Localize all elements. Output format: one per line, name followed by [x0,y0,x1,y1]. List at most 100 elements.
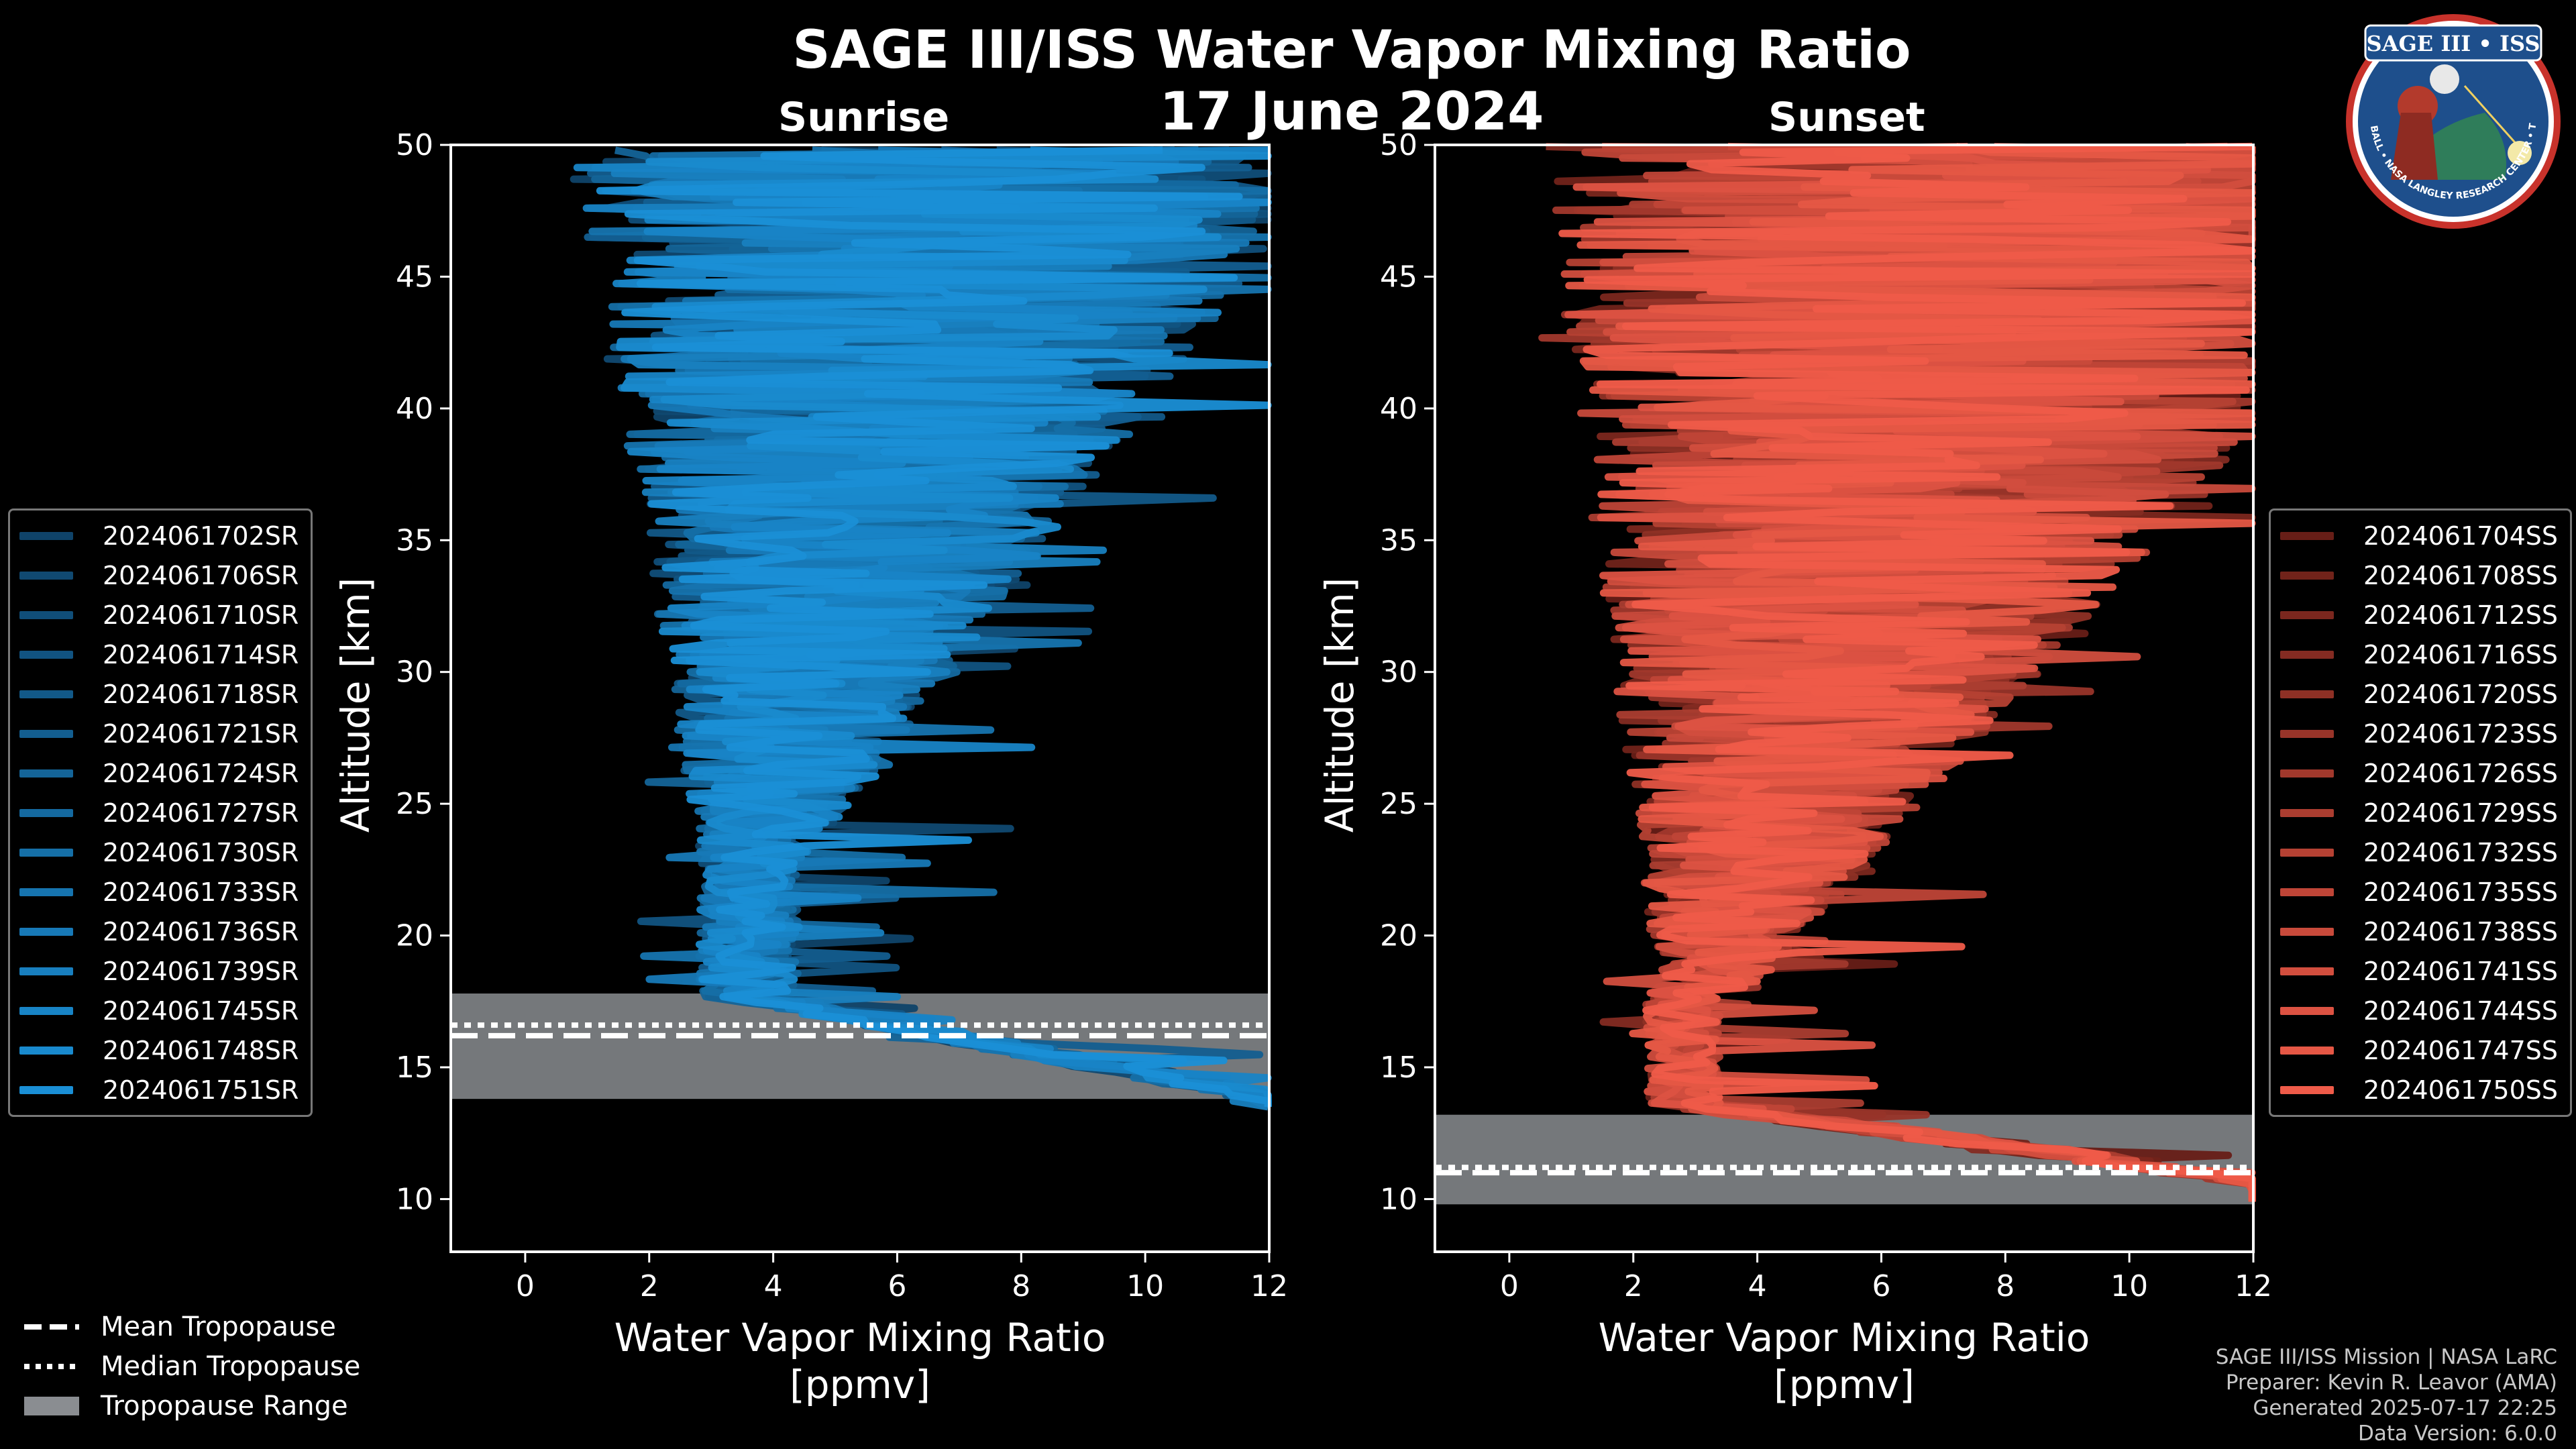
sunset-xlabel: Water Vapor Mixing Ratio [1599,1315,2090,1360]
sunrise-legend: 2024061702SR 2024061706SR 2024061710SR 2024… [8,508,313,1117]
sunset-legend-item: 2024061726SS [2280,753,2558,793]
sunset-legend-item: 2024061720SS [2280,674,2558,714]
legend-swatch [2280,848,2334,857]
sunrise-legend-item: 2024061736SR [19,912,299,951]
sunrise-xtick-label-2: 2 [640,1269,659,1303]
median-tropopause-label: Median Tropopause [101,1350,361,1382]
legend-label: 2024061712SS [2363,600,2559,630]
sunset-legend-item: 2024061741SS [2280,951,2558,991]
legend-label: 2024061733SR [103,877,299,907]
figure-date: 17 June 2024 [1159,82,1544,142]
sage-iss-mission-badge: SAGE III • ISS BALL • NASA LANGLEY RESEA… [2344,12,2561,229]
sunrise-xtick-label-12: 12 [1250,1269,1288,1303]
legend-label: 2024061744SS [2363,996,2559,1026]
legend-label: 2024061750SS [2363,1075,2559,1105]
legend-label: 2024061745SR [103,996,299,1026]
sunrise-plot-frame [449,144,1271,1253]
mean-tropopause-label: Mean Tropopause [101,1311,336,1342]
credit-preparer: Preparer: Kevin R. Leavor (AMA) [2225,1371,2557,1395]
sunset-legend-item: 2024061750SS [2280,1070,2558,1110]
sunset-ytick-label-45: 45 [1380,260,1417,294]
legend-label: 2024061739SR [103,956,299,986]
sunrise-legend-item: 2024061730SR [19,833,299,872]
legend-label: 2024061704SS [2363,521,2559,551]
legend-swatch [2280,967,2334,975]
sunset-legend-item: 2024061704SS [2280,516,2558,555]
sunrise-ytick-label-25: 25 [396,787,433,821]
sunset-ytick-label-25: 25 [1380,787,1417,821]
legend-swatch [19,610,73,619]
legend-swatch [19,690,73,698]
legend-swatch [19,571,73,580]
legend-swatch [2280,690,2334,698]
legend-label: 2024061730SR [103,837,299,867]
badge-title: SAGE III • ISS [2367,31,2540,56]
sunrise-ytick-label-10: 10 [396,1182,433,1216]
legend-swatch [2280,729,2334,738]
legend-label: 2024061748SR [103,1035,299,1065]
sunset-xlabel-units: [ppmv] [1774,1362,1915,1407]
sunrise-legend-item: 2024061710SR [19,595,299,635]
legend-label: 2024061724SR [103,758,299,788]
sunrise-xtick-label-6: 6 [888,1269,906,1303]
legend-swatch [19,1006,73,1015]
sunrise-ytick-label-15: 15 [396,1051,433,1085]
sunrise-profile-2024061751SR [596,146,1272,1107]
sunset-xtick-label-0: 0 [1500,1269,1519,1303]
sunrise-xtick-label-10: 10 [1126,1269,1164,1303]
legend-swatch [19,1085,73,1094]
dotted-line-swatch [24,1363,79,1369]
legend-swatch [19,1046,73,1055]
legend-swatch [19,531,73,540]
sunset-xtick-label-6: 6 [1872,1269,1890,1303]
legend-label: 2024061738SS [2363,916,2559,947]
legend-mean-tropopause: Mean Tropopause [24,1307,360,1346]
sunset-xtick-label-2: 2 [1624,1269,1643,1303]
credit-mission: SAGE III/ISS Mission | NASA LaRC [2215,1345,2557,1369]
legend-swatch [19,729,73,738]
legend-swatch [19,888,73,896]
legend-swatch [19,967,73,975]
legend-label: 2024061747SS [2363,1035,2559,1065]
sunrise-legend-item: 2024061733SR [19,872,299,912]
sunrise-legend-item: 2024061739SR [19,951,299,991]
legend-label: 2024061727SR [103,798,299,828]
legend-label: 2024061720SS [2363,679,2559,709]
sunrise-ytick-label-45: 45 [396,260,433,294]
legend-label: 2024061721SR [103,718,299,749]
sunset-xtick-label-4: 4 [1748,1269,1767,1303]
sunset-legend-item: 2024061744SS [2280,991,2558,1030]
sunset-plot-frame [1434,144,2255,1253]
sunrise-ytick-label-50: 50 [396,128,433,162]
sunrise-xtick-label-0: 0 [516,1269,535,1303]
legend-swatch [2280,610,2334,619]
legend-label: 2024061732SS [2363,837,2559,867]
sunrise-ytick-label-20: 20 [396,919,433,953]
legend-label: 2024061716SS [2363,639,2559,669]
figure-title: SAGE III/ISS Water Vapor Mixing Ratio [792,20,1911,80]
sunset-legend: 2024061704SS 2024061708SS 2024061712SS 2024… [2269,508,2573,1117]
legend-label: 2024061735SS [2363,877,2559,907]
credit-version: Data Version: 6.0.0 [2357,1421,2557,1446]
sunrise-xtick-label-8: 8 [1012,1269,1030,1303]
legend-swatch [2280,531,2334,540]
sunrise-legend-item: 2024061724SR [19,753,299,793]
sunset-profile-2024061750SS [1558,142,2256,1202]
sunset-legend-item: 2024061732SS [2280,833,2558,872]
legend-swatch [19,769,73,777]
sunset-legend-item: 2024061747SS [2280,1030,2558,1070]
sunrise-legend-item: 2024061718SR [19,674,299,714]
legend-label: 2024061714SR [103,639,299,669]
legend-label: 2024061710SR [103,600,299,630]
legend-label: 2024061723SS [2363,718,2559,749]
sunrise-legend-item: 2024061714SR [19,635,299,674]
sunrise-ytick-label-40: 40 [396,392,433,426]
legend-swatch [19,650,73,659]
sunset-ylabel: Altitude [km] [1317,578,1362,833]
legend-swatch [2280,571,2334,580]
sunrise-ytick-label-30: 30 [396,655,433,690]
legend-swatch [2280,769,2334,777]
legend-swatch [2280,650,2334,659]
sunset-legend-item: 2024061723SS [2280,714,2558,753]
